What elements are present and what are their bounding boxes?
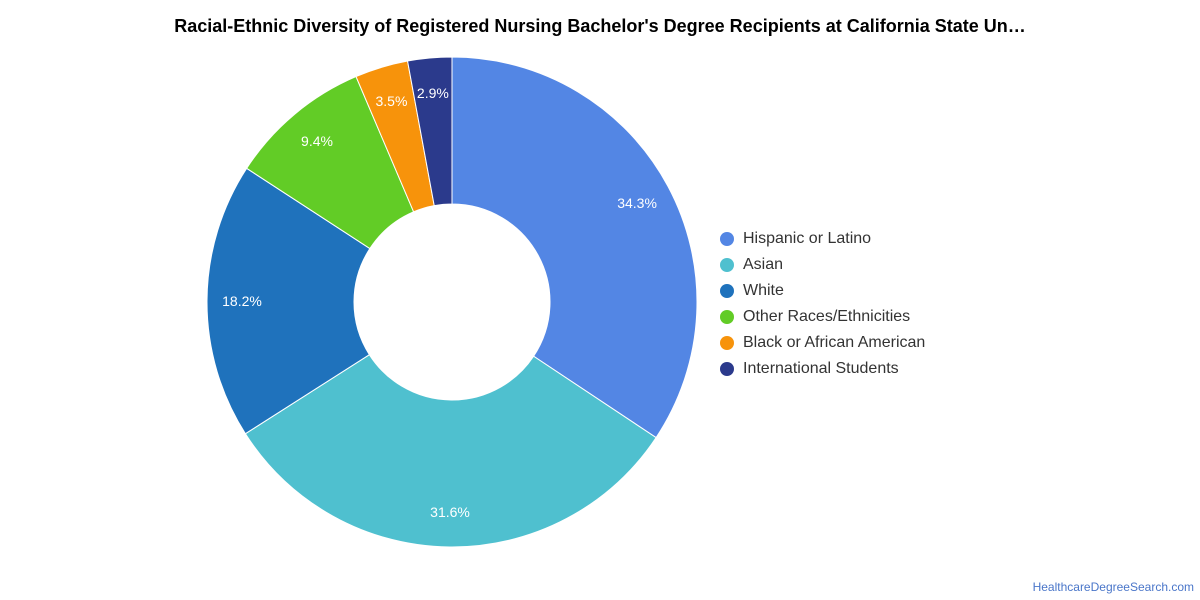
slice-label-2: 18.2% [222,293,262,309]
legend-item-3[interactable]: Other Races/Ethnicities [720,304,925,330]
slice-label-4: 3.5% [375,93,407,109]
legend-swatch-icon [720,284,734,298]
legend-item-1[interactable]: Asian [720,252,925,278]
slice-label-1: 31.6% [430,504,470,520]
slice-label-0: 34.3% [617,195,657,211]
legend-swatch-icon [720,258,734,272]
slice-0[interactable] [451,56,698,439]
legend-item-2[interactable]: White [720,278,925,304]
legend-label: White [743,282,784,299]
legend-label: Black or African American [743,334,926,351]
legend-item-0[interactable]: Hispanic or Latino [720,226,925,252]
slice-1[interactable] [244,353,657,548]
legend-swatch-icon [720,336,734,350]
slice-label-3: 9.4% [301,133,333,149]
slice-label-5: 2.9% [417,85,449,101]
legend-swatch-icon [720,310,734,324]
legend-swatch-icon [720,232,734,246]
legend-label: International Students [743,360,899,377]
credit-link[interactable]: HealthcareDegreeSearch.com [1032,580,1194,594]
slice-2[interactable] [206,167,371,435]
legend-swatch-icon [720,362,734,376]
legend-item-4[interactable]: Black or African American [720,330,925,356]
slice-labels: 34.3% 31.6% 18.2% 9.4% 3.5% 2.9% [222,85,657,520]
chart-title: Racial-Ethnic Diversity of Registered Nu… [174,16,1026,36]
legend-label: Other Races/Ethnicities [743,308,911,325]
legend: Hispanic or Latino Asian White Other Races/… [720,226,925,382]
legend-label: Hispanic or Latino [743,230,872,247]
legend-label: Asian [743,256,784,273]
donut-slices [206,56,698,548]
slice-5[interactable] [406,56,453,207]
legend-item-5[interactable]: International Students [720,356,925,382]
